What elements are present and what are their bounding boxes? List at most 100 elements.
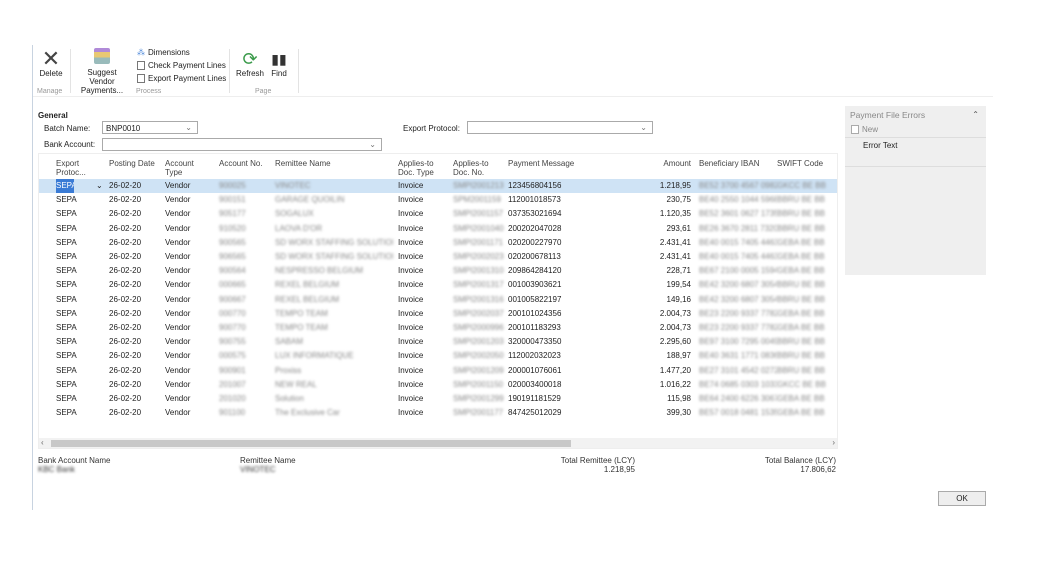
cell-posting-date[interactable]: 26-02-20 <box>109 379 142 389</box>
col-doc-type[interactable]: Applies-to Doc. Type <box>398 159 434 177</box>
cell-payment-message[interactable]: 200001076061 <box>508 365 562 375</box>
col-iban[interactable]: Beneficiary IBAN <box>699 159 760 168</box>
new-button[interactable]: New <box>851 125 878 134</box>
cell-swift[interactable]: GKCC BE BB <box>777 181 826 190</box>
cell-export-protocol[interactable]: SEPA <box>56 223 77 233</box>
dimensions-button[interactable]: ⁂ Dimensions <box>137 48 190 57</box>
cell-account-no[interactable]: 900025 <box>219 181 246 190</box>
cell-doc-no[interactable]: SMPI2002050 <box>453 351 504 361</box>
cell-swift[interactable]: GEBA BE BB <box>777 394 825 403</box>
table-row[interactable]: SEPA 26-02-20 Vendor 900565 SD WORX STAFFING… <box>39 236 837 250</box>
cell-account-no[interactable]: 000575 <box>219 351 246 361</box>
table-row[interactable]: SEPA 26-02-20 Vendor 900025 VINOTEC Invoice SM… <box>39 179 837 193</box>
cell-amount[interactable]: 2.004,73 <box>659 323 691 332</box>
cell-account-type[interactable]: Vendor <box>165 181 191 190</box>
cell-iban[interactable]: BE42 3200 6807 3054 <box>699 280 777 290</box>
cell-account-type[interactable]: Vendor <box>165 195 191 205</box>
cell-account-no[interactable]: 900564 <box>219 266 246 276</box>
cell-doc-no[interactable]: SMPI2002037 <box>453 308 504 318</box>
cell-iban[interactable]: BE67 2100 0005 1594 <box>699 266 777 276</box>
table-row[interactable]: SEPA 26-02-20 Vendor 900151 GARAGE QUOILIN In… <box>39 193 837 207</box>
cell-export-protocol[interactable]: SEPA <box>56 280 77 290</box>
cell-posting-date[interactable]: 26-02-20 <box>109 337 142 347</box>
cell-account-type[interactable]: Vendor <box>165 308 191 318</box>
cell-doc-type[interactable]: Invoice <box>398 195 424 205</box>
cell-account-no[interactable]: 900565 <box>219 237 246 247</box>
cell-amount[interactable]: 230,75 <box>666 195 691 205</box>
cell-posting-date[interactable]: 26-02-20 <box>109 195 142 205</box>
table-row[interactable]: SEPA 26-02-20 Vendor 201007 NEW REAL Invoice S… <box>39 378 837 392</box>
cell-account-type[interactable]: Vendor <box>165 365 191 375</box>
cell-doc-no[interactable]: SMPI2001317 <box>453 280 504 290</box>
delete-button[interactable]: ✕ Delete <box>37 48 65 79</box>
cell-doc-no[interactable]: SMPI2001213 <box>453 181 504 190</box>
cell-amount[interactable]: 2.295,60 <box>659 337 691 347</box>
cell-account-type[interactable]: Vendor <box>165 337 191 347</box>
cell-account-no[interactable]: 900667 <box>219 294 246 304</box>
scrollbar-thumb[interactable] <box>51 440 571 447</box>
cell-swift[interactable]: BBRU BE BB <box>777 209 826 219</box>
cell-export-protocol[interactable]: SEPA <box>56 394 77 403</box>
cell-doc-no[interactable]: SMPI2001203 <box>453 337 504 347</box>
cell-account-type[interactable]: Vendor <box>165 379 191 389</box>
cell-remittee-name[interactable]: REXEL BELGIUM <box>275 280 340 290</box>
cell-swift[interactable]: GEBA BE BB <box>777 252 825 261</box>
cell-doc-type[interactable]: Invoice <box>398 223 424 233</box>
cell-doc-type[interactable]: Invoice <box>398 337 424 347</box>
cell-account-type[interactable]: Vendor <box>165 323 191 332</box>
cell-posting-date[interactable]: 26-02-20 <box>109 323 142 332</box>
table-row[interactable]: SEPA 26-02-20 Vendor 906565 SD WORX STAFFING… <box>39 250 837 264</box>
cell-account-no[interactable]: 905177 <box>219 209 246 219</box>
cell-iban[interactable]: BE74 0685 0303 1033 <box>699 379 777 389</box>
collapse-icon[interactable]: ⌃ <box>972 110 979 119</box>
col-amount[interactable]: Amount <box>663 159 691 168</box>
cell-doc-no[interactable]: SMPI2001310 <box>453 266 504 276</box>
col-payment-message[interactable]: Payment Message <box>508 159 575 168</box>
table-row[interactable]: SEPA 26-02-20 Vendor 900667 REXEL BELGIUM Inv… <box>39 293 837 307</box>
cell-iban[interactable]: BE97 3100 7295 0049 <box>699 337 777 347</box>
cell-remittee-name[interactable]: REXEL BELGIUM <box>275 294 340 304</box>
cell-payment-message[interactable]: 001003903621 <box>508 280 562 290</box>
cell-export-protocol[interactable]: SEPA <box>56 408 77 418</box>
cell-remittee-name[interactable]: VINOTEC <box>275 181 311 190</box>
cell-account-type[interactable]: Vendor <box>165 408 191 418</box>
cell-amount[interactable]: 293,61 <box>666 223 691 233</box>
cell-doc-type[interactable]: Invoice <box>398 308 424 318</box>
cell-amount[interactable]: 1.477,20 <box>659 365 691 375</box>
scroll-right-icon[interactable]: › <box>832 438 835 447</box>
find-button[interactable]: ▮▮ Find <box>268 49 290 78</box>
cell-remittee-name[interactable]: The Exclusive Car <box>275 408 340 418</box>
refresh-button[interactable]: ⟳ Refresh <box>233 49 267 78</box>
cell-doc-type[interactable]: Invoice <box>398 252 424 261</box>
cell-account-no[interactable]: 201020 <box>219 394 246 403</box>
cell-swift[interactable]: GEBA BE BB <box>777 323 825 332</box>
cell-amount[interactable]: 1.218,95 <box>659 181 691 190</box>
cell-remittee-name[interactable]: NESPRESSO BELGIUM <box>275 266 364 276</box>
check-payment-lines-button[interactable]: Check Payment Lines <box>137 61 226 70</box>
col-error-text[interactable]: Error Text <box>863 141 898 150</box>
cell-amount[interactable]: 2.431,41 <box>659 237 691 247</box>
cell-posting-date[interactable]: 26-02-20 <box>109 252 142 261</box>
cell-iban[interactable]: BE52 3700 4567 0982 <box>699 181 777 190</box>
cell-doc-type[interactable]: Invoice <box>398 379 424 389</box>
cell-export-protocol[interactable]: SEPA <box>56 294 77 304</box>
col-swift[interactable]: SWIFT Code <box>777 159 824 168</box>
cell-export-protocol[interactable]: SEPA <box>56 379 77 389</box>
cell-amount[interactable]: 149,16 <box>666 294 691 304</box>
cell-doc-type[interactable]: Invoice <box>398 394 424 403</box>
cell-remittee-name[interactable]: SOGALUX <box>275 209 314 219</box>
cell-account-type[interactable]: Vendor <box>165 266 191 276</box>
cell-swift[interactable]: BBRU BE BB <box>777 294 826 304</box>
cell-export-protocol[interactable]: SEPA <box>56 365 77 375</box>
table-row[interactable]: SEPA 26-02-20 Vendor 901100 The Exclusive Ca… <box>39 406 837 420</box>
cell-remittee-name[interactable]: SD WORX STAFFING SOLUTIONS <box>275 237 393 247</box>
cell-account-no[interactable]: 910520 <box>219 223 246 233</box>
cell-account-no[interactable]: 906565 <box>219 252 246 261</box>
cell-swift[interactable]: GEBA BE BB <box>777 408 825 418</box>
cell-swift[interactable]: GKCC BE BB <box>777 379 826 389</box>
cell-doc-type[interactable]: Invoice <box>398 408 424 418</box>
cell-account-type[interactable]: Vendor <box>165 351 191 361</box>
cell-amount[interactable]: 399,30 <box>666 408 691 418</box>
table-row[interactable]: SEPA 26-02-20 Vendor 900564 NESPRESSO BELGIU… <box>39 264 837 278</box>
cell-swift[interactable]: GEBA BE BB <box>777 237 825 247</box>
